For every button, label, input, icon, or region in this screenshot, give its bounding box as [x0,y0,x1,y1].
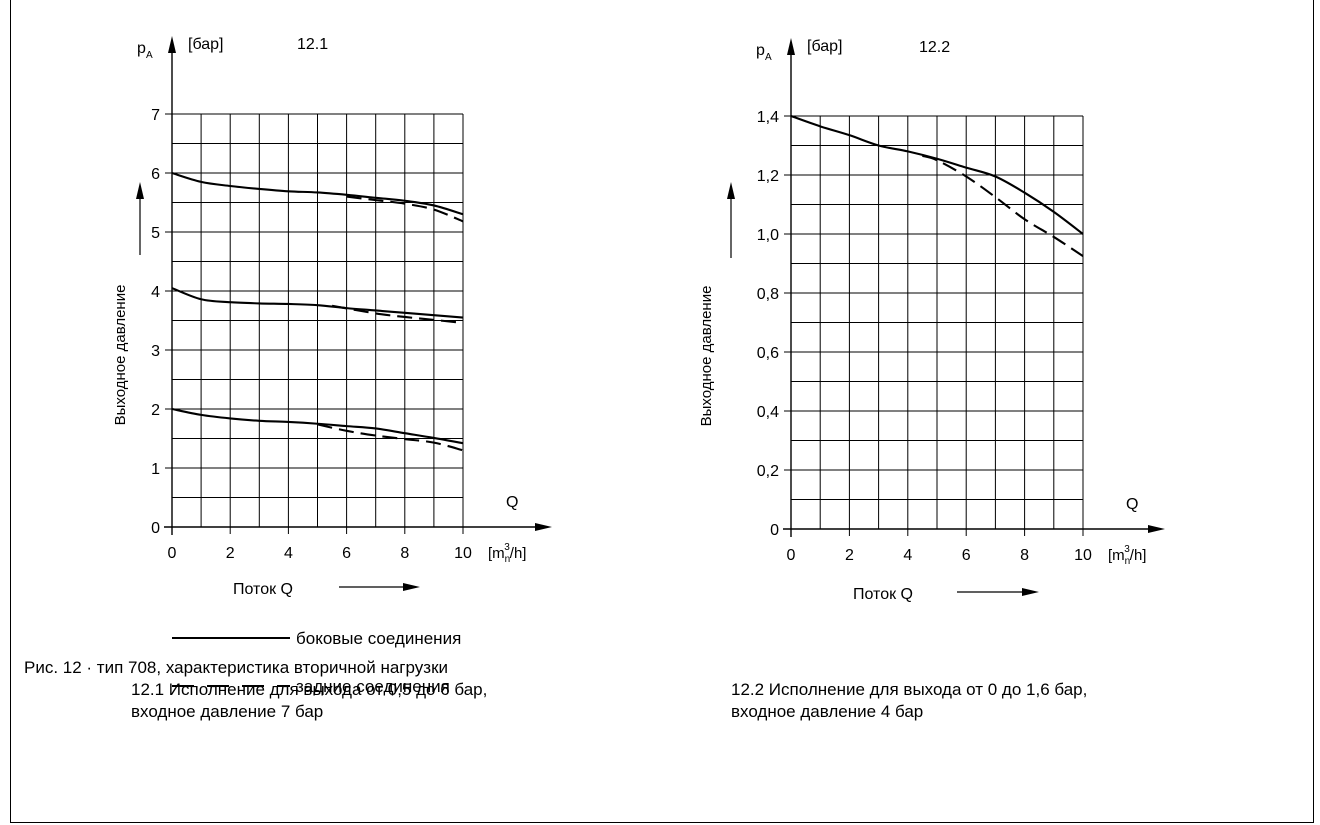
x-axis-title: Поток Q [853,586,913,603]
x-tick-label: 8 [1020,547,1029,564]
chart-12-2: 0 0,2 0,4 0,6 0,8 1,0 1,2 1,4 0 2 4 6 8 10 p A [бар] 12.2… [698,38,1165,603]
x-tick-label: 4 [903,547,912,564]
legend-label-solid: боковые соединения [296,629,461,648]
y-tick-label: 0,8 [757,286,779,303]
solid-curve-3 [171,287,464,319]
x-axis-title: Поток Q [233,581,293,598]
legend-label-dashed: задние соединения [296,677,450,696]
y-tick-label: 4 [151,284,160,301]
x-symbol: Q [506,494,518,511]
figure-label: 12.2 [919,39,950,56]
x-unit-label: [mn3/h] [1108,544,1146,567]
y-tick-label: 0 [770,522,779,539]
figure-frame [10,0,1314,823]
y-tick-label: 1,4 [757,109,779,126]
dashed-curve-6 [317,423,464,452]
solid-curve-5 [171,407,464,445]
x-tick-label: 2 [845,547,854,564]
x-tick-label: 10 [454,545,472,562]
caption-left-line2: 12.1 Исполнение для выхода от 0,5 до 6 б… [131,680,488,699]
y-symbol-subscript: A [146,50,153,61]
y-tick-label: 1 [151,461,160,478]
dashed-curve-2 [922,154,1084,258]
caption-right-line2: входное давление 4 бар [731,702,924,721]
legend: боковые соединения задние соединения [172,629,461,696]
x-unit-label: [mn3/h] [488,542,526,565]
y-title-arrow-head [136,182,144,199]
x-axis-arrow [535,523,552,531]
y-symbol-subscript: A [765,52,772,63]
y-unit-label: [бар] [188,36,223,53]
dashed-curve-4 [331,304,464,324]
x-title-arrow-head [1022,588,1039,596]
y-tick-label: 1,2 [757,168,779,185]
x-title-arrow-head [403,583,420,591]
y-tick-label: 3 [151,343,160,360]
y-tick-label: 2 [151,402,160,419]
x-tick-label: 10 [1074,547,1092,564]
y-title-arrow-head [727,182,735,199]
x-symbol: Q [1126,496,1138,513]
y-tick-label: 7 [151,107,160,124]
y-axis-title: Выходное давление [112,285,129,426]
y-tick-label: 6 [151,166,160,183]
chart-12-1: 0 1 2 3 4 5 6 7 0 2 4 6 8 10 p A [бар] 12.1 Q [mn3/h] Выходн… [112,36,552,598]
y-axis-arrow [168,36,176,53]
x-tick-label: 6 [962,547,971,564]
x-tick-label: 0 [168,545,177,562]
x-tick-label: 6 [342,545,351,562]
caption-left-line3: входное давление 7 бар [131,702,324,721]
caption-right-line1: 12.2 Исполнение для выхода от 0 до 1,6 б… [731,680,1088,699]
y-tick-label: 0 [151,520,160,537]
x-axis-arrow [1148,525,1165,533]
grid [171,113,464,528]
y-unit-label: [бар] [807,38,842,55]
y-tick-label: 0,4 [757,404,779,421]
y-axis-title: Выходное давление [698,286,715,427]
y-tick-label: 0,6 [757,345,779,362]
figure-label: 12.1 [297,36,328,53]
x-tick-label: 4 [284,545,293,562]
y-tick-label: 1,0 [757,227,779,244]
y-tick-label: 0,2 [757,463,779,480]
y-axis-arrow [787,38,795,55]
solid-curve-1 [171,171,464,216]
y-symbol: p [137,40,146,57]
dashed-curve-2 [346,195,464,223]
y-symbol: p [756,42,765,59]
x-tick-label: 2 [226,545,235,562]
y-tick-label: 5 [151,225,160,242]
caption-left-line1: Рис. 12 · тип 708, характеристика вторич… [24,658,449,677]
grid [790,115,1084,530]
solid-curve-1 [790,115,1084,235]
x-tick-label: 8 [400,545,409,562]
x-tick-label: 0 [787,547,796,564]
